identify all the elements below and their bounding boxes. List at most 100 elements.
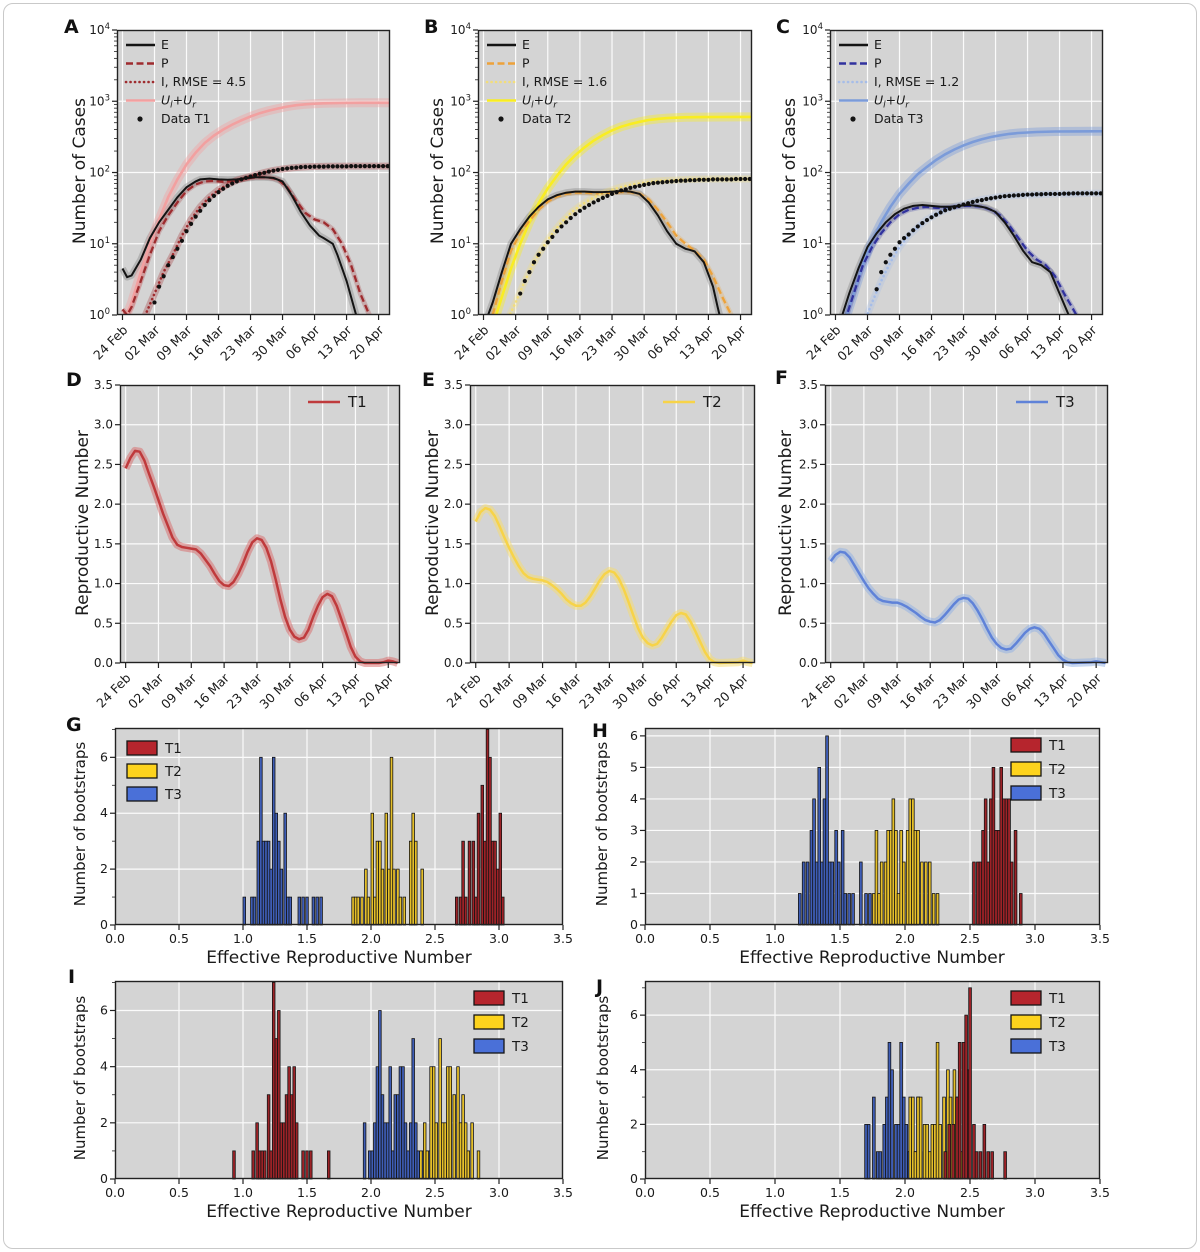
svg-text:T1: T1 xyxy=(511,991,529,1007)
panel-d-reproductive-number-t1: 0.0 0.5 1.0 1.5 2.0 2.5 3.0 3.5 24 Feb 02 Mar 09 M… xyxy=(93,378,401,712)
svg-text:0.0: 0.0 xyxy=(105,1185,125,1200)
svg-text:3.0: 3.0 xyxy=(1025,1185,1045,1200)
y-axis-label-repro-d: Reproductive Number xyxy=(73,430,93,616)
svg-text:T3: T3 xyxy=(164,787,182,803)
svg-text:102: 102 xyxy=(89,165,110,180)
svg-text:30 Mar: 30 Mar xyxy=(249,322,291,364)
y-axis-label-repro-e: Reproductive Number xyxy=(423,430,443,616)
svg-text:Data T3: Data T3 xyxy=(874,111,923,126)
legend: T1 T2 T3 xyxy=(473,990,529,1055)
svg-text:4: 4 xyxy=(630,1062,638,1077)
svg-text:20 Apr: 20 Apr xyxy=(356,670,397,711)
line-U xyxy=(125,101,390,315)
legend: T2 xyxy=(663,393,722,411)
svg-text:2.0: 2.0 xyxy=(94,497,113,511)
svg-text:0.5: 0.5 xyxy=(444,616,463,630)
svg-text:2.5: 2.5 xyxy=(799,457,818,471)
svg-text:06 Apr: 06 Apr xyxy=(644,670,685,711)
y-axis-label-cases-c: Number of Cases xyxy=(780,98,800,244)
svg-text:02 Mar: 02 Mar xyxy=(476,670,518,712)
svg-text:2.5: 2.5 xyxy=(444,457,463,471)
svg-text:0.5: 0.5 xyxy=(94,616,113,630)
svg-text:30 Mar: 30 Mar xyxy=(609,670,651,712)
x-axis-label-j: Effective Reproductive Number xyxy=(739,1202,1005,1222)
svg-text:1: 1 xyxy=(630,885,638,900)
line-P xyxy=(491,190,733,315)
svg-text:2.5: 2.5 xyxy=(960,931,980,946)
svg-text:30 Mar: 30 Mar xyxy=(611,322,653,364)
svg-text:101: 101 xyxy=(450,236,471,251)
svg-text:13 Apr: 13 Apr xyxy=(678,670,719,711)
svg-text:T3: T3 xyxy=(1055,393,1075,411)
panel-f-reproductive-number-t3: 0.0 0.5 1.0 1.5 2.0 2.5 3.0 3.5 24 Feb 02 Mar 09 M… xyxy=(798,378,1109,712)
hist-chart-J: 0.0 0.5 1.0 1.5 2.0 2.5 3.0 3.5 0 2 4 6 T1 T2 T3 xyxy=(630,980,1110,1200)
svg-text:103: 103 xyxy=(89,93,110,108)
svg-text:09 Mar: 09 Mar xyxy=(864,670,906,712)
svg-text:24 Feb: 24 Feb xyxy=(443,670,483,710)
svg-text:16 Mar: 16 Mar xyxy=(897,670,939,712)
svg-text:30 Mar: 30 Mar xyxy=(256,670,298,712)
svg-text:0.5: 0.5 xyxy=(169,1185,189,1200)
svg-text:2.5: 2.5 xyxy=(960,1185,980,1200)
svg-text:T1: T1 xyxy=(347,393,367,411)
svg-text:Data T1: Data T1 xyxy=(161,111,210,126)
svg-text:06 Apr: 06 Apr xyxy=(996,322,1037,363)
panel-h-histogram-median-income: 0.0 0.5 1.0 1.5 2.0 2.5 3.0 3.5 0 1 2 3 4 5 6 T1 T2 T3 xyxy=(630,727,1110,946)
svg-text:P: P xyxy=(874,56,882,71)
svg-text:0.0: 0.0 xyxy=(635,1185,655,1200)
svg-text:100: 100 xyxy=(802,307,823,322)
panel-g-histogram-living-space: 0.0 0.5 1.0 1.5 2.0 2.5 3.0 3.5 0 2 4 6 T1 T2 T3 xyxy=(100,727,573,946)
svg-text:16 Mar: 16 Mar xyxy=(191,670,233,712)
svg-text:T3: T3 xyxy=(1048,786,1066,802)
svg-text:1.5: 1.5 xyxy=(94,537,113,551)
svg-text:2.5: 2.5 xyxy=(425,931,445,946)
panel-c-epidemic-curves-t3: 100 101 102 103 104 24 Feb 02 Mar 09 Mar 16 Mar 2… xyxy=(802,22,1104,364)
svg-text:1.0: 1.0 xyxy=(444,577,463,591)
svg-text:1.0: 1.0 xyxy=(233,1185,253,1200)
legend: T1 T2 T3 xyxy=(1010,990,1066,1055)
svg-text:6: 6 xyxy=(630,728,638,743)
svg-text:4: 4 xyxy=(100,805,108,820)
svg-text:0: 0 xyxy=(630,917,638,932)
svg-text:3.0: 3.0 xyxy=(489,931,509,946)
panel-letter-g: G xyxy=(66,714,82,736)
svg-text:P: P xyxy=(522,56,530,71)
svg-text:0.0: 0.0 xyxy=(94,656,113,670)
svg-text:101: 101 xyxy=(802,236,823,251)
svg-text:5: 5 xyxy=(630,759,638,774)
svg-text:20 Apr: 20 Apr xyxy=(709,322,750,363)
svg-text:6: 6 xyxy=(630,1007,638,1022)
panel-letter-h: H xyxy=(592,720,608,742)
line-P xyxy=(845,204,1078,315)
svg-text:2: 2 xyxy=(100,861,108,876)
svg-text:1.5: 1.5 xyxy=(297,1185,317,1200)
svg-text:T3: T3 xyxy=(1048,1039,1066,1055)
svg-text:0.5: 0.5 xyxy=(700,931,720,946)
svg-text:16 Mar: 16 Mar xyxy=(543,670,585,712)
legend: T1 xyxy=(308,393,367,411)
series-group xyxy=(484,112,752,315)
svg-text:3.5: 3.5 xyxy=(799,378,818,392)
svg-text:103: 103 xyxy=(450,93,471,108)
svg-text:13 Apr: 13 Apr xyxy=(315,322,356,363)
panel-letter-f: F xyxy=(775,367,788,389)
panel-a-epidemic-curves-t1: 100 101 102 103 104 24 Feb 02 Mar 09 Mar 16 Mar 2… xyxy=(89,22,391,364)
panel-letter-b: B xyxy=(424,16,439,38)
panel-letter-i: I xyxy=(68,966,76,988)
svg-text:2.0: 2.0 xyxy=(361,1185,381,1200)
series-group xyxy=(119,98,390,315)
svg-text:23 Mar: 23 Mar xyxy=(930,670,972,712)
hist-chart-I: 0.0 0.5 1.0 1.5 2.0 2.5 3.0 3.5 0 2 4 6 T1 T2 T3 xyxy=(100,980,573,1200)
svg-text:T1: T1 xyxy=(1048,738,1066,754)
svg-text:102: 102 xyxy=(802,165,823,180)
svg-text:104: 104 xyxy=(802,22,823,37)
svg-text:3.5: 3.5 xyxy=(1090,1185,1110,1200)
y-axis-label-boot-j: Number of bootstraps xyxy=(594,995,612,1161)
svg-text:E: E xyxy=(874,37,882,52)
panel-j-histogram-seniority: 0.0 0.5 1.0 1.5 2.0 2.5 3.0 3.5 0 2 4 6 T1 T2 T3 xyxy=(630,980,1110,1200)
svg-text:T1: T1 xyxy=(164,741,182,757)
